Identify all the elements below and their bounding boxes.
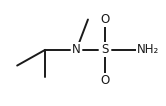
Text: O: O xyxy=(101,13,110,26)
Text: S: S xyxy=(102,43,109,56)
Text: NH₂: NH₂ xyxy=(136,43,159,56)
Text: N: N xyxy=(72,43,81,56)
Text: O: O xyxy=(101,74,110,87)
